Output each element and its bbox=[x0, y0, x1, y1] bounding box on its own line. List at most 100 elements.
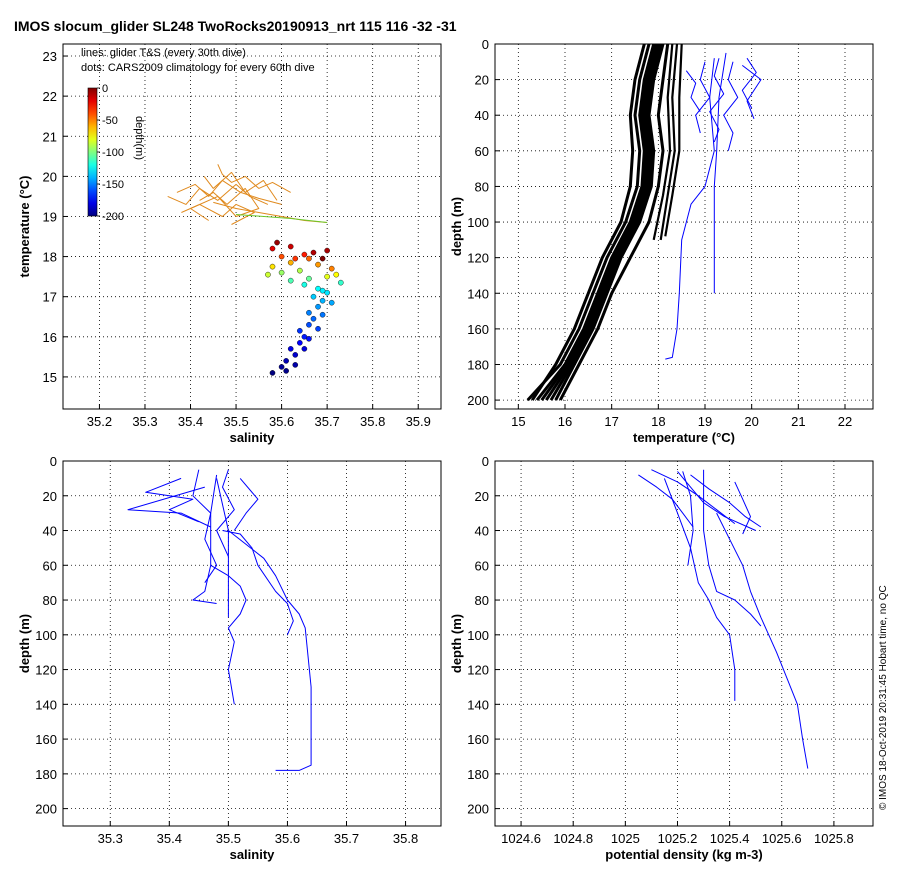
ts-climatology-dot bbox=[278, 253, 285, 260]
dens-plot-area bbox=[495, 461, 873, 826]
dens-y-tick-label: 180 bbox=[467, 767, 489, 782]
ts-y-tick-label: 21 bbox=[43, 129, 57, 144]
ts-x-tick-label: 35.7 bbox=[314, 414, 339, 429]
sal-x-tick-label: 35.8 bbox=[393, 831, 418, 846]
ts-climatology-dot bbox=[306, 275, 312, 282]
temp-y-tick-label: 20 bbox=[475, 73, 489, 88]
ts-climatology-dot bbox=[301, 346, 308, 352]
sal-glider-profile bbox=[233, 478, 259, 531]
temp-climatology-profile bbox=[540, 43, 658, 401]
temp-short-profile bbox=[652, 43, 674, 241]
temp-y-tick-label: 40 bbox=[475, 108, 489, 123]
temp-x-tick-label: 22 bbox=[838, 414, 852, 429]
copyright-note: © IMOS 18-Oct-2019 20:31:45 Hobart time,… bbox=[878, 585, 889, 810]
temperature-depth-panel: 15 16 17 18 19 20 21 22 0 20 40 60 80 100 120 140 160 180… bbox=[449, 37, 874, 445]
ts-x-tick-label: 35.3 bbox=[132, 414, 157, 429]
ts-climatology-dot bbox=[310, 315, 317, 322]
dens-x-tick-label: 1025 bbox=[611, 831, 640, 846]
ts-climatology-dot bbox=[292, 362, 299, 368]
ts-climatology-dot bbox=[324, 247, 330, 254]
ts-climatology-dot bbox=[319, 297, 326, 304]
temp-plot-area bbox=[495, 44, 873, 409]
dens-y-tick-label: 20 bbox=[475, 489, 489, 504]
sal-x-tick-label: 35.7 bbox=[334, 831, 359, 846]
temp-glider-profile bbox=[709, 58, 725, 143]
ts-climatology-dot bbox=[306, 336, 312, 342]
temp-glider-profile bbox=[741, 65, 762, 119]
ts-climatology-dot bbox=[278, 269, 285, 276]
ts-colorbar-tick-label: -100 bbox=[102, 147, 124, 159]
ts-climatology-dot bbox=[287, 346, 294, 352]
ts-climatology-dot bbox=[283, 358, 289, 364]
temp-climatology-profile bbox=[526, 43, 651, 402]
ts-climatology-dot bbox=[315, 325, 321, 332]
ts-climatology-dot bbox=[319, 255, 326, 262]
ts-climatology-dot bbox=[301, 334, 308, 340]
ts-climatology-dot bbox=[292, 255, 299, 262]
dens-y-tick-label: 60 bbox=[475, 558, 489, 573]
dens-y-tick-label: 160 bbox=[467, 732, 489, 747]
temp-y-tick-label: 200 bbox=[467, 393, 489, 408]
temp-climatology-profile bbox=[545, 43, 660, 401]
ts-climatology-dot bbox=[269, 263, 276, 270]
ts-climatology-dot bbox=[315, 261, 321, 268]
ts-colorbar-tick-label: 0 bbox=[102, 83, 108, 95]
ts-x-tick-label: 35.9 bbox=[406, 414, 431, 429]
sal-glider-profile bbox=[210, 564, 247, 705]
temp-climatology-profile bbox=[531, 43, 646, 401]
sal-y-tick-label: 0 bbox=[50, 454, 57, 469]
ts-colorbar-tick-label: -200 bbox=[102, 211, 124, 223]
ts-y-tick-label: 20 bbox=[43, 169, 57, 184]
sal-y-tick-label: 80 bbox=[43, 593, 57, 608]
ts-climatology-dot bbox=[306, 255, 312, 262]
temp-climatology-profile bbox=[535, 43, 656, 402]
sal-y-tick-label: 140 bbox=[35, 697, 57, 712]
dens-x-tick-label: 1025.4 bbox=[710, 831, 750, 846]
temp-x-tick-label: 18 bbox=[651, 414, 665, 429]
dens-x-tick-label: 1024.6 bbox=[501, 831, 541, 846]
ts-climatology-dot bbox=[301, 251, 308, 258]
sal-y-tick-label: 180 bbox=[35, 767, 57, 782]
ts-climatology-dot bbox=[301, 281, 308, 288]
temp-glider-profile bbox=[723, 61, 739, 151]
ts-climatology-dot bbox=[265, 271, 271, 278]
ts-x-tick-label: 35.2 bbox=[87, 414, 112, 429]
ts-climatology-dot bbox=[324, 289, 330, 296]
ts-climatology-dot bbox=[297, 340, 303, 346]
ts-climatology-dot bbox=[287, 259, 294, 266]
ts-climatology-dot bbox=[269, 370, 276, 376]
sal-axes-frame bbox=[62, 460, 442, 827]
dens-y-tick-label: 40 bbox=[475, 524, 489, 539]
temp-y-axis-label: depth (m) bbox=[449, 197, 464, 256]
sal-y-tick-label: 20 bbox=[43, 489, 57, 504]
temp-x-tick-label: 21 bbox=[791, 414, 805, 429]
temp-short-profile bbox=[664, 43, 683, 237]
dens-glider-profile bbox=[663, 478, 736, 701]
ts-y-tick-label: 17 bbox=[43, 290, 57, 305]
ts-colorbar-tick-label: -150 bbox=[102, 179, 124, 191]
ts-climatology-dot bbox=[310, 293, 317, 300]
temp-x-tick-label: 19 bbox=[698, 414, 712, 429]
ts-climatology-dot bbox=[315, 303, 321, 310]
dens-glider-profile bbox=[703, 469, 762, 627]
ts-y-tick-label: 19 bbox=[43, 209, 57, 224]
ts-colorbar-label: depth(m) bbox=[133, 116, 145, 160]
ts-diagram-panel: 35.2 35.3 35.4 35.5 35.6 35.7 35.8 35.9 15 16 17 18… bbox=[17, 43, 442, 445]
ts-colorbar bbox=[87, 87, 98, 217]
dens-glider-profile bbox=[690, 474, 762, 528]
temp-y-tick-label: 120 bbox=[467, 251, 489, 266]
temp-glider-profile bbox=[713, 52, 727, 294]
sal-y-tick-label: 40 bbox=[43, 524, 57, 539]
sal-y-axis-label: depth (m) bbox=[17, 614, 32, 673]
ts-annotation-dots: dots: CARS2009 climatology for every 60t… bbox=[81, 62, 315, 74]
ts-y-tick-label: 23 bbox=[43, 49, 57, 64]
ts-y-tick-label: 15 bbox=[43, 370, 57, 385]
ts-climatology-dot bbox=[306, 321, 312, 328]
ts-x-tick-label: 35.5 bbox=[223, 414, 248, 429]
ts-climatology-dot bbox=[278, 364, 285, 370]
ts-x-tick-label: 35.6 bbox=[269, 414, 294, 429]
dens-y-tick-label: 80 bbox=[475, 593, 489, 608]
figure-title: IMOS slocum_glider SL248 TwoRocks2019091… bbox=[14, 18, 457, 34]
ts-colorbar-tick-label: -50 bbox=[102, 115, 118, 127]
